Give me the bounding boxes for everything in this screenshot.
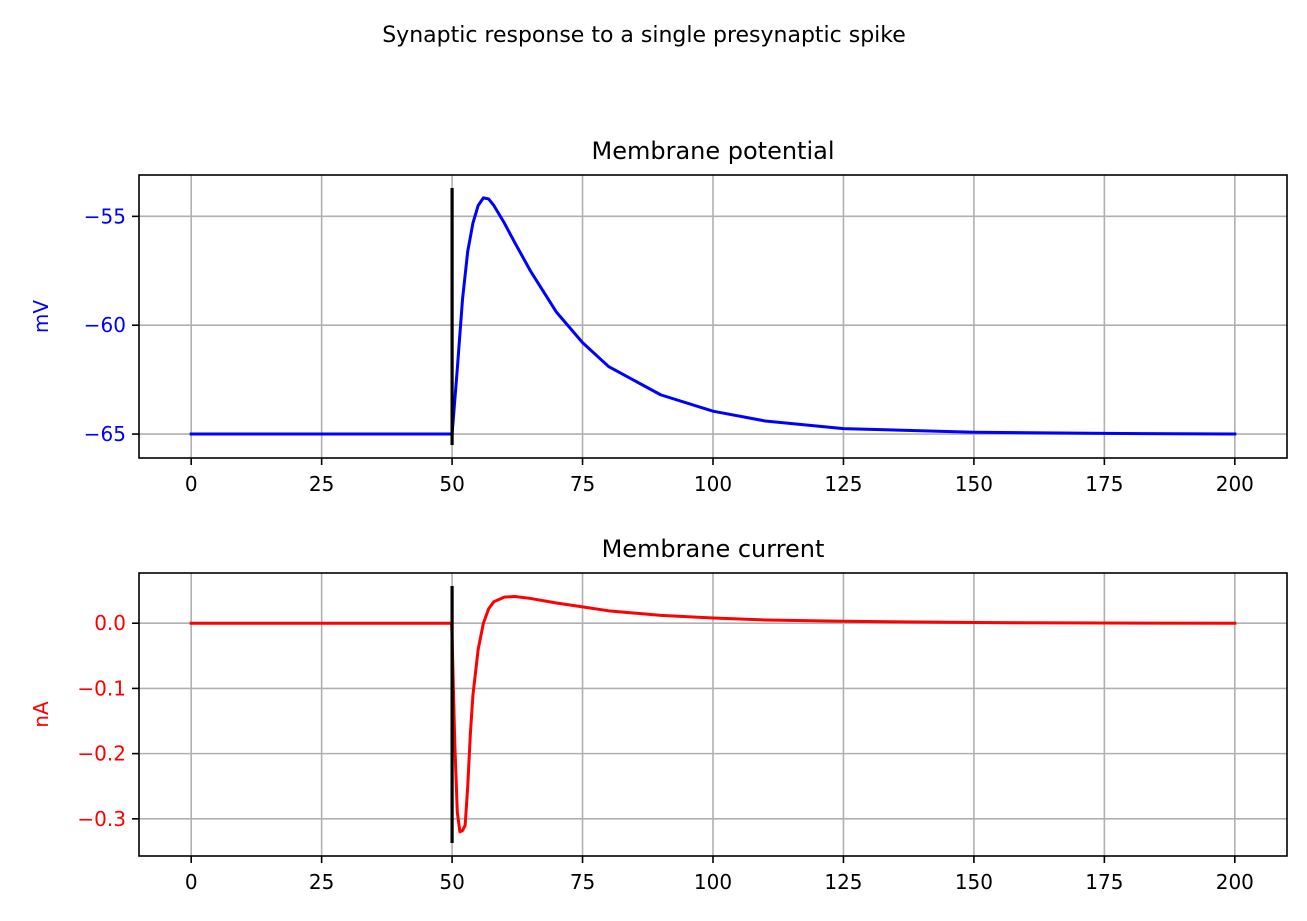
potential-x-tick-label: 50 — [439, 472, 464, 496]
current-x-tick-label: 125 — [824, 870, 862, 894]
potential-x-tick-label: 150 — [955, 472, 993, 496]
current-y-axis-label: nA — [29, 701, 53, 728]
current-panel-title: Membrane current — [602, 535, 825, 563]
membrane-potential-panel: 0 25 50 75 100 125 150 175 200 −55 −60 −65 Membrane … — [29, 137, 1288, 496]
potential-y-axis-label: mV — [29, 300, 53, 333]
potential-series-line — [189, 196, 1237, 436]
potential-y-tick-label: −65 — [84, 422, 126, 446]
current-x-tick-label: 0 — [185, 870, 198, 894]
current-series-line — [189, 594, 1237, 834]
current-x-tick-label: 75 — [570, 870, 595, 894]
current-x-tick-label: 175 — [1085, 870, 1123, 894]
current-x-tick-label: 25 — [309, 870, 334, 894]
current-x-tick-label: 100 — [694, 870, 732, 894]
potential-x-tick-label: 75 — [570, 472, 595, 496]
potential-panel-title: Membrane potential — [591, 137, 834, 165]
current-y-tick-label: −0.3 — [77, 807, 126, 831]
potential-x-tick-label: 200 — [1216, 472, 1254, 496]
current-x-tick-label: 50 — [439, 870, 464, 894]
current-x-tick-label: 150 — [955, 870, 993, 894]
potential-y-tick-label: −55 — [84, 204, 126, 228]
potential-x-tick-label: 0 — [185, 472, 198, 496]
figure-suptitle: Synaptic response to a single presynapti… — [382, 23, 906, 48]
potential-y-tick-label: −60 — [84, 313, 126, 337]
membrane-current-panel: 0 25 50 75 100 125 150 175 200 0.0 −0.1 −0.2 −0.3 Mem… — [29, 535, 1288, 894]
potential-x-tick-label: 100 — [694, 472, 732, 496]
potential-x-tick-label: 175 — [1085, 472, 1123, 496]
current-y-tick-label: −0.2 — [77, 742, 126, 766]
current-x-tick-label: 200 — [1216, 870, 1254, 894]
potential-x-tick-label: 125 — [824, 472, 862, 496]
current-y-tick-label: 0.0 — [94, 611, 126, 635]
potential-x-tick-label: 25 — [309, 472, 334, 496]
current-y-tick-label: −0.1 — [77, 676, 126, 700]
